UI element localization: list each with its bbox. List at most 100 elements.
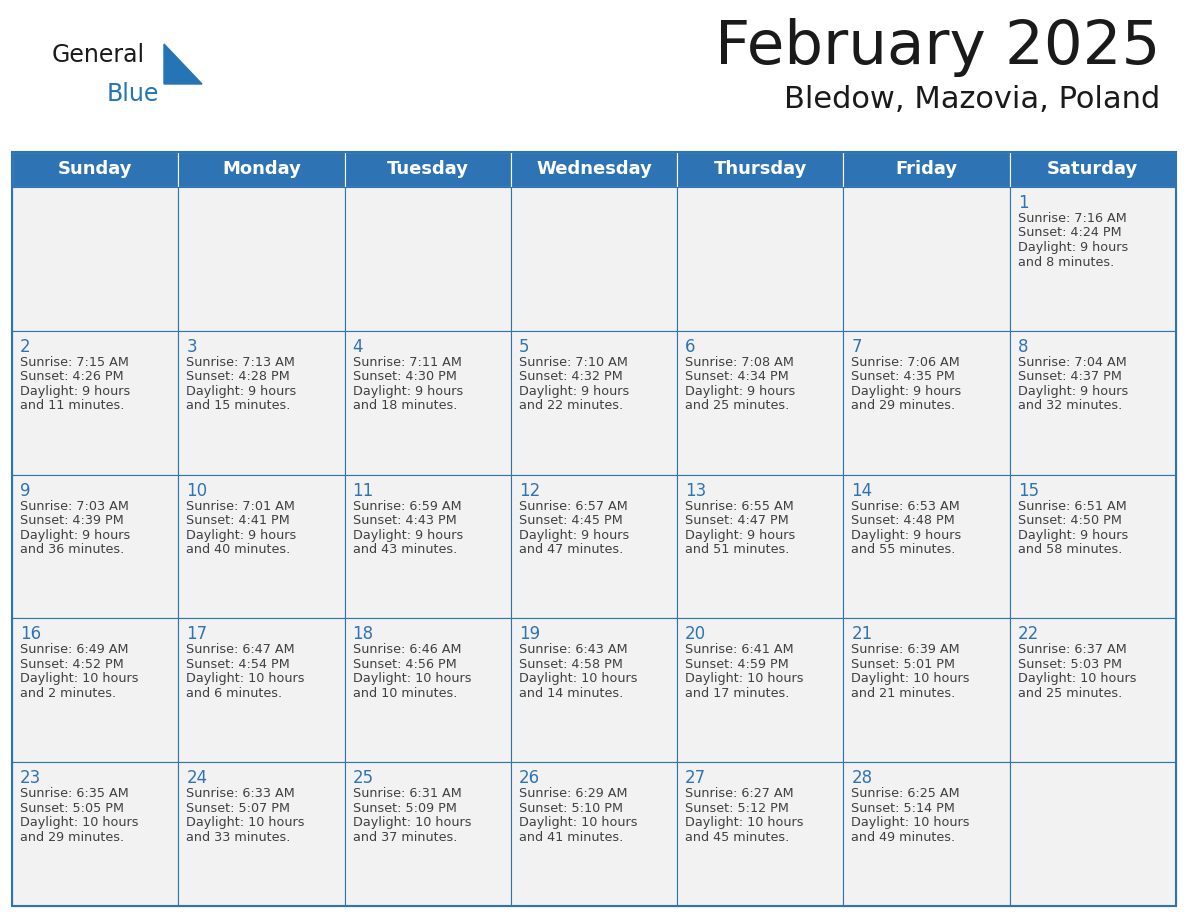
Text: 6: 6 — [685, 338, 696, 356]
Text: Sunrise: 6:57 AM: Sunrise: 6:57 AM — [519, 499, 627, 512]
Bar — [345, 152, 511, 187]
Text: Daylight: 10 hours: Daylight: 10 hours — [187, 672, 305, 686]
Text: Sunrise: 7:15 AM: Sunrise: 7:15 AM — [20, 356, 128, 369]
Text: Sunset: 5:14 PM: Sunset: 5:14 PM — [852, 801, 955, 814]
Text: Daylight: 9 hours: Daylight: 9 hours — [187, 529, 297, 542]
Text: 26: 26 — [519, 769, 541, 788]
Text: Friday: Friday — [896, 161, 958, 178]
Bar — [1010, 762, 1176, 906]
Text: Sunrise: 6:27 AM: Sunrise: 6:27 AM — [685, 788, 794, 800]
Text: Sunset: 4:43 PM: Sunset: 4:43 PM — [353, 514, 456, 527]
Text: Sunrise: 6:25 AM: Sunrise: 6:25 AM — [852, 788, 960, 800]
Text: Sunset: 5:12 PM: Sunset: 5:12 PM — [685, 801, 789, 814]
Text: and 25 minutes.: and 25 minutes. — [1018, 687, 1121, 700]
Bar — [677, 187, 843, 330]
Text: and 17 minutes.: and 17 minutes. — [685, 687, 790, 700]
Text: 19: 19 — [519, 625, 541, 644]
Bar — [843, 187, 1010, 330]
Bar — [178, 475, 345, 619]
Bar — [511, 330, 677, 475]
Text: Sunset: 4:30 PM: Sunset: 4:30 PM — [353, 370, 456, 384]
Bar — [511, 152, 677, 187]
Text: 8: 8 — [1018, 338, 1029, 356]
Text: Sunset: 4:39 PM: Sunset: 4:39 PM — [20, 514, 124, 527]
Text: and 29 minutes.: and 29 minutes. — [852, 399, 955, 412]
Bar — [843, 152, 1010, 187]
Bar — [178, 187, 345, 330]
Text: Sunrise: 6:33 AM: Sunrise: 6:33 AM — [187, 788, 295, 800]
Text: 10: 10 — [187, 482, 208, 499]
Bar — [677, 152, 843, 187]
Text: 21: 21 — [852, 625, 873, 644]
Text: Sunrise: 7:04 AM: Sunrise: 7:04 AM — [1018, 356, 1126, 369]
Text: Daylight: 10 hours: Daylight: 10 hours — [685, 672, 803, 686]
Text: 22: 22 — [1018, 625, 1040, 644]
Bar — [511, 619, 677, 762]
Text: Sunrise: 7:01 AM: Sunrise: 7:01 AM — [187, 499, 295, 512]
Text: Sunset: 5:07 PM: Sunset: 5:07 PM — [187, 801, 290, 814]
Text: and 14 minutes.: and 14 minutes. — [519, 687, 624, 700]
Text: Sunrise: 7:06 AM: Sunrise: 7:06 AM — [852, 356, 960, 369]
Bar — [1010, 187, 1176, 330]
Text: 25: 25 — [353, 769, 374, 788]
Bar — [1010, 152, 1176, 187]
Text: Sunrise: 6:55 AM: Sunrise: 6:55 AM — [685, 499, 794, 512]
Text: Sunset: 4:47 PM: Sunset: 4:47 PM — [685, 514, 789, 527]
Text: 15: 15 — [1018, 482, 1038, 499]
Text: Sunset: 4:24 PM: Sunset: 4:24 PM — [1018, 227, 1121, 240]
Bar — [12, 475, 178, 619]
Text: Sunrise: 6:59 AM: Sunrise: 6:59 AM — [353, 499, 461, 512]
Text: 18: 18 — [353, 625, 374, 644]
Text: 17: 17 — [187, 625, 208, 644]
Text: Daylight: 9 hours: Daylight: 9 hours — [20, 385, 131, 397]
Text: 11: 11 — [353, 482, 374, 499]
Bar — [12, 187, 178, 330]
Text: 20: 20 — [685, 625, 707, 644]
Text: Daylight: 10 hours: Daylight: 10 hours — [519, 672, 637, 686]
Bar — [345, 330, 511, 475]
Bar — [12, 762, 178, 906]
Bar — [677, 619, 843, 762]
Text: Sunset: 4:54 PM: Sunset: 4:54 PM — [187, 658, 290, 671]
Text: and 18 minutes.: and 18 minutes. — [353, 399, 457, 412]
Text: Daylight: 9 hours: Daylight: 9 hours — [1018, 385, 1127, 397]
Text: Sunrise: 6:29 AM: Sunrise: 6:29 AM — [519, 788, 627, 800]
Bar — [12, 152, 178, 187]
Text: 24: 24 — [187, 769, 208, 788]
Text: 4: 4 — [353, 338, 364, 356]
Text: Sunset: 4:32 PM: Sunset: 4:32 PM — [519, 370, 623, 384]
Text: and 8 minutes.: and 8 minutes. — [1018, 255, 1114, 268]
Text: Daylight: 10 hours: Daylight: 10 hours — [1018, 672, 1136, 686]
Text: Daylight: 10 hours: Daylight: 10 hours — [20, 816, 139, 829]
Bar — [345, 187, 511, 330]
Text: and 55 minutes.: and 55 minutes. — [852, 543, 956, 556]
Text: Sunset: 4:48 PM: Sunset: 4:48 PM — [852, 514, 955, 527]
Bar — [511, 187, 677, 330]
Text: and 36 minutes.: and 36 minutes. — [20, 543, 125, 556]
Text: 12: 12 — [519, 482, 541, 499]
Text: Blue: Blue — [107, 82, 159, 106]
Text: Daylight: 9 hours: Daylight: 9 hours — [685, 385, 796, 397]
Text: 5: 5 — [519, 338, 530, 356]
Text: Sunset: 5:10 PM: Sunset: 5:10 PM — [519, 801, 623, 814]
Text: Sunset: 4:28 PM: Sunset: 4:28 PM — [187, 370, 290, 384]
Text: and 49 minutes.: and 49 minutes. — [852, 831, 955, 844]
Text: Sunrise: 6:41 AM: Sunrise: 6:41 AM — [685, 644, 794, 656]
Text: 9: 9 — [20, 482, 31, 499]
Text: Sunset: 4:50 PM: Sunset: 4:50 PM — [1018, 514, 1121, 527]
Text: Bledow, Mazovia, Poland: Bledow, Mazovia, Poland — [784, 85, 1159, 114]
Text: Sunrise: 7:10 AM: Sunrise: 7:10 AM — [519, 356, 627, 369]
Text: and 33 minutes.: and 33 minutes. — [187, 831, 291, 844]
Text: Daylight: 9 hours: Daylight: 9 hours — [1018, 241, 1127, 254]
Text: February 2025: February 2025 — [715, 18, 1159, 77]
Bar — [345, 762, 511, 906]
Bar — [1010, 330, 1176, 475]
Text: Sunrise: 6:51 AM: Sunrise: 6:51 AM — [1018, 499, 1126, 512]
Text: Daylight: 10 hours: Daylight: 10 hours — [852, 672, 969, 686]
Text: 1: 1 — [1018, 194, 1029, 212]
Text: and 29 minutes.: and 29 minutes. — [20, 831, 124, 844]
Text: Sunrise: 7:11 AM: Sunrise: 7:11 AM — [353, 356, 461, 369]
Text: Daylight: 10 hours: Daylight: 10 hours — [353, 816, 472, 829]
Text: Daylight: 9 hours: Daylight: 9 hours — [353, 529, 463, 542]
Text: and 32 minutes.: and 32 minutes. — [1018, 399, 1121, 412]
